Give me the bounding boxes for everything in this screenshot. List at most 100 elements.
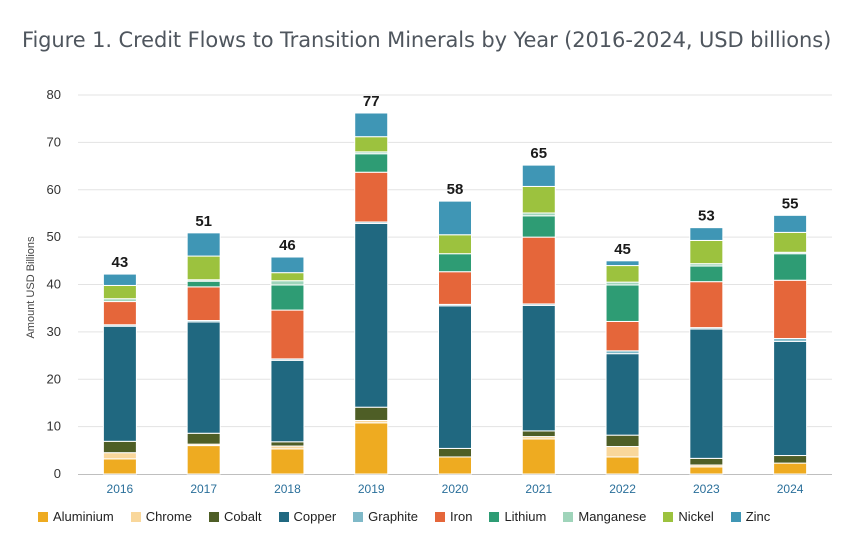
y-tick-label: 40 — [47, 277, 61, 292]
legend-item-aluminium: Aluminium — [38, 509, 114, 524]
bar-segment-iron-2016 — [102, 301, 137, 326]
bar-segment-copper-2024 — [773, 340, 808, 457]
y-tick-label: 70 — [47, 134, 61, 149]
bar-segment-cobalt-2018 — [270, 441, 305, 447]
bar-segment-chrome-2016 — [102, 452, 137, 460]
bar-segment-zinc-2021 — [521, 164, 556, 187]
x-tick-label: 2018 — [274, 482, 301, 496]
bar-segment-lithium-2019 — [354, 153, 389, 173]
bar-segment-nickel-2021 — [521, 185, 556, 214]
legend-item-chrome: Chrome — [130, 509, 192, 524]
bar-segment-cobalt-2016 — [102, 440, 137, 454]
legend-swatch — [563, 511, 574, 522]
y-tick-label: 30 — [47, 324, 61, 339]
bar-total-label: 53 — [698, 208, 715, 225]
bar-segment-nickel-2016 — [102, 284, 137, 300]
legend-item-lithium: Lithium — [489, 509, 546, 524]
legend-item-iron: Iron — [435, 509, 472, 524]
bar-segment-lithium-2024 — [773, 253, 808, 281]
bar-segment-iron-2021 — [521, 236, 556, 305]
legend-item-graphite: Graphite — [353, 509, 418, 524]
x-tick-label: 2021 — [525, 482, 552, 496]
legend-label: Zinc — [745, 509, 771, 524]
bar-total-label: 58 — [447, 181, 464, 198]
bar-segment-zinc-2020 — [438, 200, 472, 236]
x-tick-label: 2016 — [107, 482, 134, 496]
legend-item-zinc: Zinc — [730, 509, 771, 524]
bar-segment-lithium-2020 — [438, 253, 472, 273]
y-tick-label: 60 — [47, 182, 61, 197]
bar-segment-iron-2023 — [689, 281, 724, 329]
bar-segment-iron-2018 — [270, 309, 305, 360]
legend-swatch — [208, 511, 219, 522]
y-axis-title: Amount USD Billions — [25, 236, 37, 339]
bar-segment-cobalt-2024 — [773, 455, 808, 464]
chart-title: Figure 1. Credit Flows to Transition Min… — [22, 28, 832, 52]
legend-swatch — [38, 511, 48, 522]
legend-label: Nickel — [678, 509, 714, 524]
bar-segment-aluminium-2017 — [186, 445, 221, 475]
bar-segment-zinc-2017 — [186, 232, 221, 257]
legend-item-manganese: Manganese — [563, 509, 646, 524]
y-tick-label: 20 — [47, 371, 61, 386]
bar-segment-manganese-2018 — [270, 280, 305, 286]
bar-segment-aluminium-2019 — [354, 422, 389, 475]
legend-swatch — [130, 511, 141, 522]
bar-segment-aluminium-2022 — [605, 456, 640, 475]
bar-segment-aluminium-2020 — [438, 456, 472, 475]
bar-segment-nickel-2020 — [438, 234, 472, 255]
legend-label: Graphite — [368, 509, 419, 524]
bar-segment-lithium-2018 — [270, 284, 305, 311]
legend-label: Cobalt — [223, 509, 262, 524]
y-tick-label: 0 — [54, 466, 61, 481]
legend-item-cobalt: Cobalt — [208, 509, 262, 524]
bar-segment-nickel-2019 — [354, 136, 389, 153]
legend-swatch — [663, 511, 674, 522]
bar-segment-nickel-2018 — [270, 272, 305, 282]
bar-segment-lithium-2017 — [186, 280, 221, 288]
bar-segment-iron-2019 — [354, 171, 389, 223]
legend-item-copper: Copper — [278, 509, 336, 524]
bar-segment-lithium-2021 — [521, 215, 556, 238]
bar-segment-cobalt-2019 — [354, 406, 389, 421]
bar-segment-copper-2016 — [102, 325, 137, 442]
y-tick-label: 50 — [47, 229, 61, 244]
bar-segment-aluminium-2021 — [521, 438, 556, 475]
legend-swatch — [489, 511, 500, 522]
bar-segment-lithium-2023 — [689, 265, 724, 283]
bar-segment-copper-2017 — [186, 321, 221, 434]
bar-segment-cobalt-2021 — [521, 430, 556, 438]
bar-segment-nickel-2022 — [605, 265, 640, 283]
bar-segment-iron-2022 — [605, 320, 640, 352]
bar-segment-aluminium-2016 — [102, 458, 137, 475]
chart-legend: Aluminium Chrome Cobalt Copper Graphite Iron L… — [38, 509, 838, 524]
bar-segment-zinc-2023 — [689, 227, 724, 241]
x-tick-label: 2017 — [190, 482, 217, 496]
bar-segment-copper-2019 — [354, 222, 389, 408]
x-tick-label: 2024 — [777, 482, 804, 496]
y-tick-label: 10 — [47, 419, 61, 434]
bar-segment-copper-2021 — [521, 304, 556, 432]
bar-segment-zinc-2018 — [270, 256, 305, 274]
bar-total-label: 55 — [782, 195, 799, 212]
legend-swatch — [278, 511, 289, 522]
bar-segment-cobalt-2022 — [605, 434, 640, 448]
bar-total-label: 65 — [530, 145, 547, 162]
bar-segment-cobalt-2020 — [438, 447, 472, 458]
bar-segment-nickel-2024 — [773, 231, 808, 253]
bar-total-label: 43 — [112, 254, 129, 271]
legend-label: Aluminium — [53, 509, 114, 524]
bar-segment-aluminium-2024 — [773, 462, 808, 475]
bar-segment-zinc-2016 — [102, 273, 137, 286]
bar-segment-copper-2023 — [689, 328, 724, 459]
bar-segment-copper-2018 — [270, 359, 305, 443]
y-tick-label: 80 — [47, 87, 61, 102]
legend-label: Manganese — [578, 509, 647, 524]
legend-label: Chrome — [145, 509, 192, 524]
legend-swatch — [353, 511, 364, 522]
bar-segment-zinc-2024 — [773, 214, 808, 233]
legend-label: Lithium — [504, 509, 547, 524]
bar-segment-lithium-2022 — [605, 284, 640, 322]
x-tick-label: 2020 — [442, 482, 469, 496]
